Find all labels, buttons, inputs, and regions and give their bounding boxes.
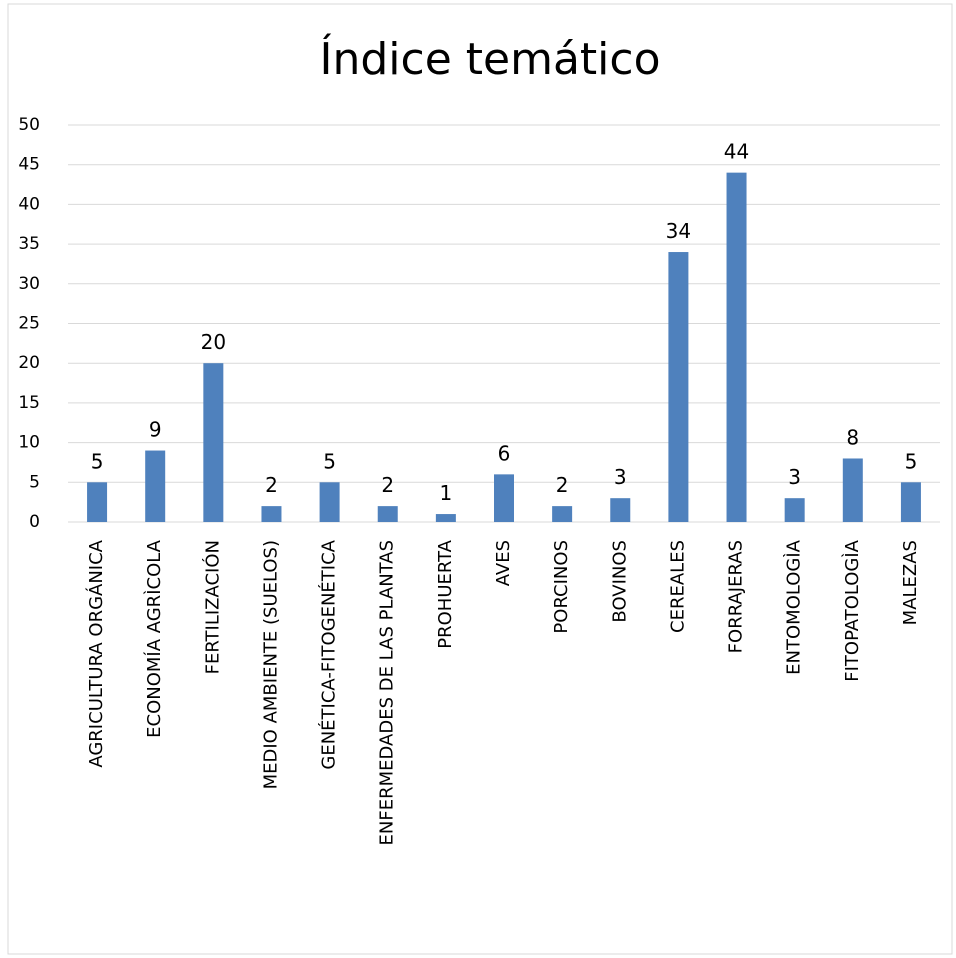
data-label: 5 xyxy=(91,449,104,473)
y-tick-label: 25 xyxy=(18,314,40,334)
data-label: 2 xyxy=(265,473,278,497)
bar xyxy=(87,482,108,522)
x-tick-label: ENFERMEDADES DE LAS PLANTAS xyxy=(377,540,398,845)
y-tick-label: 15 xyxy=(18,393,40,413)
y-tick-label: 50 xyxy=(18,115,40,135)
data-label: 34 xyxy=(666,219,691,243)
x-tick-label: ENTOMOLOGÌA xyxy=(783,539,805,675)
data-label: 5 xyxy=(323,449,336,473)
bar xyxy=(784,498,805,522)
bar xyxy=(610,498,631,522)
bar xyxy=(319,482,340,522)
data-label: 3 xyxy=(788,465,801,489)
bar xyxy=(377,506,398,522)
chart-title: Índice temático xyxy=(320,32,661,85)
bar xyxy=(435,514,456,522)
data-label: 44 xyxy=(724,140,749,164)
x-tick-label: AGRICULTURA ORGÁNICA xyxy=(85,539,107,767)
x-tick-label: MALEZAS xyxy=(900,540,921,625)
bar xyxy=(900,482,921,522)
y-tick-label: 20 xyxy=(18,353,40,373)
x-tick-label: GENÉTICA-FITOGENÉTICA xyxy=(318,539,340,769)
x-tick-label: MEDIO AMBIENTE (SUELOS) xyxy=(260,540,281,789)
y-tick-label: 10 xyxy=(18,433,40,453)
y-tick-label: 30 xyxy=(18,274,40,294)
bar xyxy=(261,506,282,522)
x-tick-label: FERTILIZACIÓN xyxy=(201,540,223,674)
x-tick-label: FORRAJERAS xyxy=(726,540,747,653)
bar xyxy=(552,506,573,522)
bar xyxy=(494,474,514,522)
y-tick-label: 35 xyxy=(18,234,40,254)
y-tick-label: 45 xyxy=(18,155,40,175)
y-tick-label: 0 xyxy=(29,512,40,532)
x-tick-label: PORCINOS xyxy=(551,540,572,634)
bar xyxy=(203,363,224,522)
bar xyxy=(842,458,863,522)
data-label: 2 xyxy=(381,473,394,497)
x-tick-label: PROHUERTA xyxy=(435,539,456,648)
data-label: 9 xyxy=(149,418,162,442)
data-label: 5 xyxy=(905,449,918,473)
x-tick-label: BOVINOS xyxy=(609,540,630,623)
data-label: 6 xyxy=(498,441,511,465)
data-label: 2 xyxy=(556,473,569,497)
y-tick-label: 5 xyxy=(29,472,40,492)
chart-border xyxy=(7,3,953,955)
data-label: 8 xyxy=(846,425,859,449)
x-tick-label: CEREALES xyxy=(667,540,688,633)
bar xyxy=(668,252,689,523)
data-label: 20 xyxy=(201,330,226,354)
x-tick-label: ECONOMÍA AGRÌCOLA xyxy=(143,539,165,738)
x-tick-label: AVES xyxy=(493,540,514,586)
x-tick-label: FITOPATOLOGÌA xyxy=(841,539,863,681)
data-label: 3 xyxy=(614,465,627,489)
data-label: 1 xyxy=(439,481,452,505)
bar xyxy=(726,172,747,522)
y-tick-label: 40 xyxy=(18,194,40,214)
bar xyxy=(145,450,166,522)
